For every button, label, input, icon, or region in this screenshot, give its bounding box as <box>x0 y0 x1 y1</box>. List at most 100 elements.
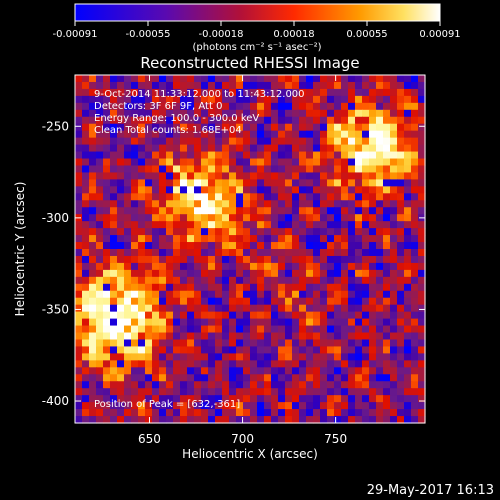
heatmap-cell <box>222 395 230 403</box>
heatmap-cell <box>173 416 181 424</box>
heatmap-cell <box>173 144 181 153</box>
heatmap-cell <box>264 144 272 153</box>
heatmap-cell <box>201 402 209 410</box>
heatmap-cell <box>313 262 321 271</box>
heatmap-cell <box>145 116 153 125</box>
heatmap-cell <box>285 221 293 229</box>
heatmap-cell <box>131 151 139 160</box>
heatmap-cell <box>383 395 391 403</box>
heatmap-cell <box>320 416 328 424</box>
heatmap-cell <box>362 304 370 313</box>
heatmap-cell <box>187 409 195 417</box>
heatmap-cell <box>327 228 335 236</box>
heatmap-cell <box>222 95 230 104</box>
heatmap-cell <box>166 242 174 250</box>
heatmap-cell <box>418 186 426 194</box>
heatmap-cell <box>201 207 209 215</box>
heatmap-cell <box>145 290 153 299</box>
heatmap-cell <box>82 102 90 111</box>
heatmap-cell <box>285 332 293 341</box>
x-tick-label: 650 <box>138 432 161 446</box>
heatmap-cell <box>194 81 202 90</box>
heatmap-cell <box>404 325 412 334</box>
heatmap-cell <box>75 255 83 264</box>
heatmap-cell <box>285 283 293 292</box>
heatmap-cell <box>236 269 244 278</box>
heatmap-cell <box>215 297 223 306</box>
heatmap-cell <box>89 395 97 403</box>
heatmap-cell <box>404 381 412 389</box>
heatmap-cell <box>82 116 90 125</box>
heatmap-cell <box>397 102 405 111</box>
heatmap-cell <box>355 339 363 348</box>
heatmap-cell <box>152 186 160 194</box>
heatmap-cell <box>250 290 258 299</box>
heatmap-cell <box>397 276 405 285</box>
heatmap-cell <box>89 109 97 118</box>
heatmap-cell <box>418 95 426 104</box>
heatmap-cell <box>96 360 104 368</box>
heatmap-cell <box>313 158 321 167</box>
heatmap-cell <box>376 123 384 132</box>
heatmap-cell <box>369 158 377 167</box>
heatmap-cell <box>320 207 328 215</box>
heatmap-cell <box>215 102 223 111</box>
heatmap-cell <box>89 311 97 320</box>
heatmap-cell <box>383 186 391 194</box>
heatmap-cell <box>257 88 265 97</box>
heatmap-cell <box>243 123 251 132</box>
heatmap-cell <box>124 395 132 403</box>
heatmap-cell <box>110 172 118 180</box>
heatmap-cell <box>320 242 328 250</box>
heatmap-cell <box>355 228 363 236</box>
heatmap-cell <box>306 304 314 313</box>
heatmap-cell <box>341 207 349 215</box>
heatmap-cell <box>159 297 167 306</box>
heatmap-cell <box>362 123 370 132</box>
heatmap-cell <box>264 339 272 348</box>
heatmap-cell <box>229 75 237 83</box>
heatmap-cell <box>138 402 146 410</box>
heatmap-cell <box>397 165 405 174</box>
heatmap-cell <box>215 75 223 83</box>
heatmap-cell <box>334 144 342 153</box>
heatmap-cell <box>89 235 97 243</box>
heatmap-cell <box>82 249 90 257</box>
heatmap-cell <box>327 395 335 403</box>
heatmap-cell <box>187 109 195 118</box>
heatmap-cell <box>152 158 160 167</box>
heatmap-cell <box>229 388 237 396</box>
heatmap-cell <box>285 388 293 396</box>
heatmap-cell <box>117 172 125 180</box>
heatmap-cell <box>348 102 356 111</box>
heatmap-cell <box>187 200 195 208</box>
heatmap-cell <box>124 416 132 424</box>
heatmap-cell <box>299 374 307 382</box>
heatmap-cell <box>180 144 188 153</box>
heatmap-cell <box>243 290 251 299</box>
heatmap-cell <box>131 200 139 208</box>
heatmap-cell <box>271 283 279 292</box>
heatmap-cell <box>404 186 412 194</box>
heatmap-cell <box>355 304 363 313</box>
heatmap-cell <box>376 228 384 236</box>
heatmap-cell <box>117 165 125 174</box>
heatmap-cell <box>348 381 356 389</box>
heatmap-cell <box>250 102 258 111</box>
heatmap-cell <box>362 95 370 104</box>
heatmap-cell <box>117 255 125 264</box>
heatmap-cell <box>285 75 293 83</box>
heatmap-cell <box>271 290 279 299</box>
heatmap-cell <box>187 346 195 354</box>
heatmap-cell <box>320 179 328 187</box>
annotation-line: 9-Oct-2014 11:33:12.000 to 11:43:12.000 <box>94 89 305 100</box>
heatmap-cell <box>320 367 328 375</box>
heatmap-cell <box>250 193 258 201</box>
heatmap-cell <box>278 207 286 215</box>
heatmap-cell <box>208 255 216 264</box>
heatmap-cell <box>369 102 377 111</box>
heatmap-cell <box>103 249 111 257</box>
heatmap-cell <box>103 193 111 201</box>
heatmap-cell <box>236 325 244 334</box>
heatmap-cell <box>390 158 398 167</box>
